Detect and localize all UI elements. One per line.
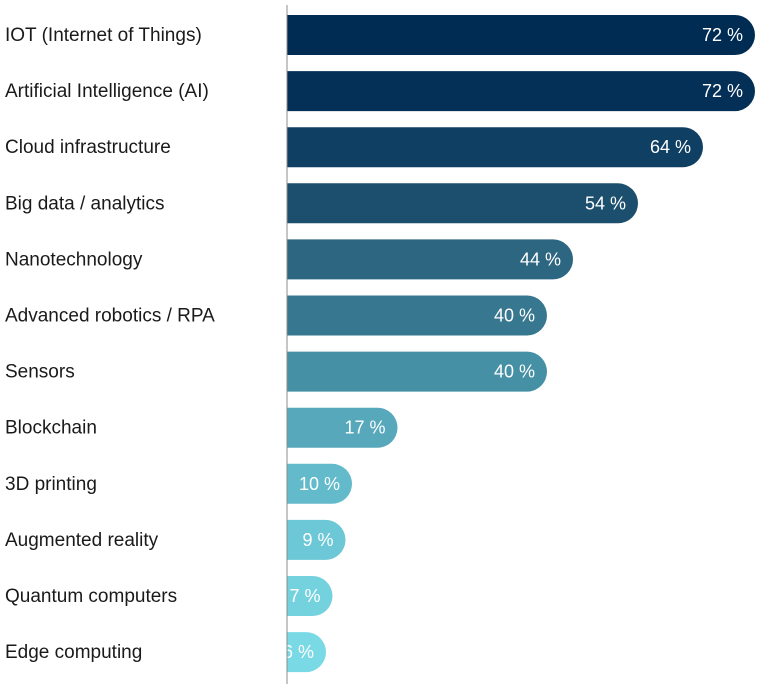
value-label-7: 17 %: [344, 418, 385, 438]
bar-7: [287, 407, 398, 448]
bar-0: [287, 15, 755, 55]
value-label-3: 54 %: [585, 193, 626, 213]
bar-3: [287, 183, 638, 224]
bar-5: [287, 295, 547, 336]
bar-11: [287, 632, 326, 673]
category-labels-group: IOT (Internet of Things) Artificial Intel…: [5, 25, 215, 663]
category-label-5: Advanced robotics / RPA: [5, 306, 215, 327]
value-label-2: 64 %: [650, 137, 691, 157]
value-label-0: 72 %: [702, 25, 743, 45]
category-label-10: Quantum computers: [5, 586, 177, 607]
category-label-0: IOT (Internet of Things): [5, 25, 202, 46]
value-label-9: 9 %: [302, 530, 333, 550]
bars-group: 72 % 72 % 64 % 54 % 44 % 40 % 40 % 17 % 10 % 9 % 7…: [283, 15, 755, 673]
value-label-11: 6 %: [283, 642, 314, 662]
bar-10: [287, 576, 333, 616]
category-label-11: Edge computing: [5, 642, 142, 663]
bar-4: [287, 239, 573, 280]
value-label-4: 44 %: [520, 249, 561, 269]
value-label-8: 10 %: [299, 474, 340, 494]
bar-6: [287, 351, 547, 392]
category-label-2: Cloud infrastructure: [5, 137, 171, 158]
bar-9: [287, 519, 346, 560]
category-label-7: Blockchain: [5, 418, 97, 439]
category-label-6: Sensors: [5, 362, 75, 383]
category-label-1: Artificial Intelligence (AI): [5, 81, 209, 102]
bar-8: [287, 463, 352, 504]
value-label-10: 7 %: [289, 586, 320, 606]
category-label-9: Augmented reality: [5, 530, 159, 551]
category-label-4: Nanotechnology: [5, 249, 143, 270]
bar-1: [287, 71, 755, 112]
category-label-3: Big data / analytics: [5, 193, 164, 214]
value-label-5: 40 %: [494, 306, 535, 326]
value-label-6: 40 %: [494, 362, 535, 382]
bar-2: [287, 127, 703, 168]
category-label-8: 3D printing: [5, 474, 97, 495]
value-label-1: 72 %: [702, 81, 743, 101]
